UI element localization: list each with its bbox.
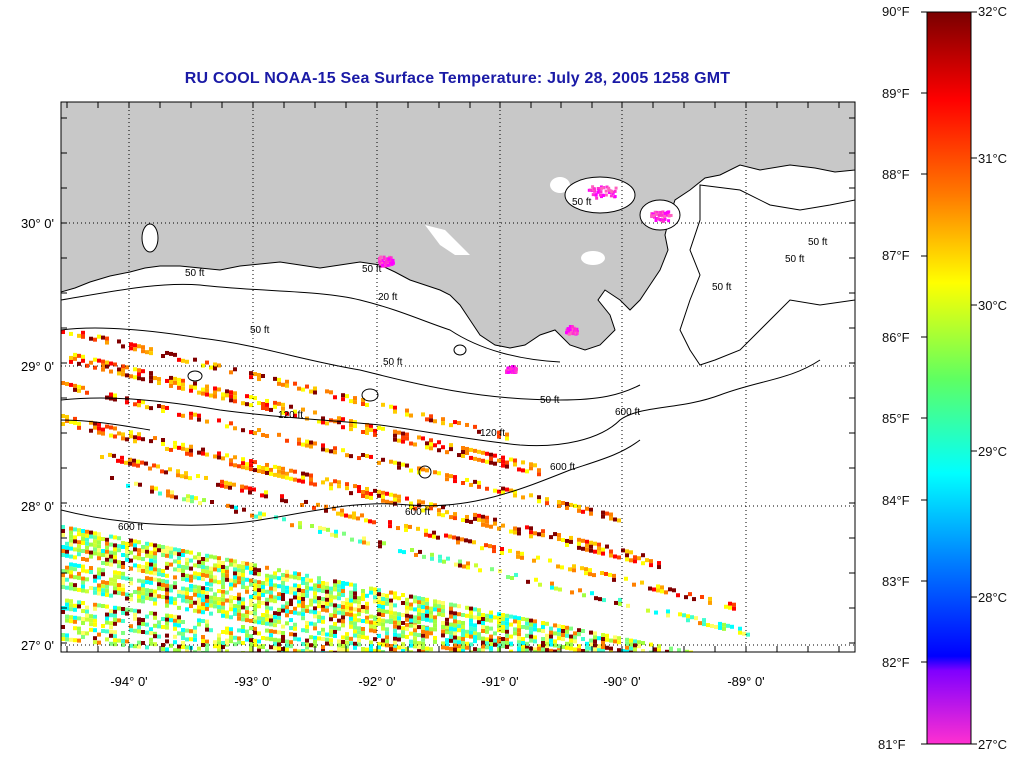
longitude-label: -92° 0' xyxy=(358,674,395,689)
longitude-label: -90° 0' xyxy=(603,674,640,689)
celsius-label: 32°C xyxy=(978,4,1008,19)
latitude-label: 30° 0' xyxy=(21,216,54,231)
latitude-axis: 30° 0' 29° 0' 28° 0' 27° 0' xyxy=(21,216,54,653)
latitude-label: 27° 0' xyxy=(21,638,54,653)
contour-label: 600 ft xyxy=(615,407,640,418)
lake xyxy=(581,251,605,265)
lake xyxy=(141,223,159,253)
contour-label: 50 ft xyxy=(250,325,270,336)
contour-label: 600 ft xyxy=(550,462,575,473)
celsius-label: 29°C xyxy=(978,444,1008,459)
frame-ticks xyxy=(61,102,855,652)
contour-label: 50 ft xyxy=(808,237,828,248)
longitude-label: -91° 0' xyxy=(481,674,518,689)
fahrenheit-label: 90°F xyxy=(882,4,910,19)
lake xyxy=(550,177,570,193)
celsius-label: 27°C xyxy=(978,737,1008,752)
fahrenheit-label: 86°F xyxy=(882,330,910,345)
lake xyxy=(425,225,470,255)
latitude-label: 28° 0' xyxy=(21,499,54,514)
fahrenheit-label: 82°F xyxy=(882,655,910,670)
celsius-label: 31°C xyxy=(978,151,1008,166)
celsius-label: 30°C xyxy=(978,298,1008,313)
delta-water xyxy=(679,184,855,366)
contour-label: 600 ft xyxy=(405,507,430,518)
colorbar-ticks xyxy=(921,11,977,745)
longitude-label: -89° 0' xyxy=(727,674,764,689)
bathymetry-contours xyxy=(61,283,821,526)
contour-label: 50 ft xyxy=(185,268,205,279)
fahrenheit-label: 87°F xyxy=(882,248,910,263)
longitude-axis: -94° 0' -93° 0' -92° 0' -91° 0' -90° 0' … xyxy=(110,674,764,689)
map-frame xyxy=(60,101,856,653)
fahrenheit-label: 84°F xyxy=(882,493,910,508)
contour-label: 50 ft xyxy=(540,395,560,406)
fahrenheit-label: 85°F xyxy=(882,411,910,426)
celsius-label: 28°C xyxy=(978,590,1008,605)
longitude-label: -94° 0' xyxy=(110,674,147,689)
contour-label: 600 ft xyxy=(118,522,143,533)
fahrenheit-label: 89°F xyxy=(882,86,910,101)
contour-label: 50 ft xyxy=(572,197,592,208)
sst-data-layer xyxy=(61,185,750,652)
contour-label: 120 ft xyxy=(278,410,303,421)
contour-label: 50 ft xyxy=(785,254,805,265)
longitude-label: -93° 0' xyxy=(234,674,271,689)
contour-label: 120 ft xyxy=(480,428,505,439)
contour-label: 20 ft xyxy=(378,292,398,303)
map-title: RU COOL NOAA-15 Sea Surface Temperature:… xyxy=(184,70,731,87)
colorbar xyxy=(926,11,972,745)
land-mass xyxy=(61,102,855,351)
contour-label: 50 ft xyxy=(712,282,732,293)
graticule xyxy=(61,102,855,652)
fahrenheit-label: 88°F xyxy=(882,167,910,182)
contour-labels: 50 ft 50 ft 50 ft 50 ft 50 ft 50 ft 50 f… xyxy=(118,197,828,533)
fahrenheit-label: 81°F xyxy=(878,737,906,752)
contour-label: 50 ft xyxy=(383,357,403,368)
fahrenheit-label: 83°F xyxy=(882,574,910,589)
latitude-label: 29° 0' xyxy=(21,359,54,374)
contour-label: 50 ft xyxy=(362,264,382,275)
